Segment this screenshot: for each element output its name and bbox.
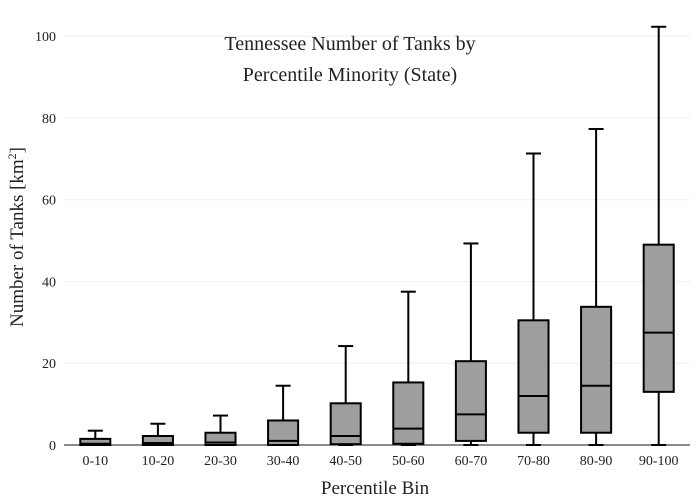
x-tick-label: 50-60 — [392, 454, 425, 469]
box-70-80 — [517, 152, 550, 446]
box-body — [329, 402, 362, 446]
box-10-20 — [141, 422, 174, 447]
x-tick-label: 0-10 — [82, 454, 108, 469]
y-axis-title-main: Number of Tanks [km — [7, 159, 28, 327]
box-80-90 — [580, 127, 613, 446]
x-tick-label: 30-40 — [267, 454, 300, 469]
box-20-30 — [204, 414, 237, 446]
box-90-100 — [642, 25, 675, 446]
y-axis-title: Number of Tanks [km2] — [5, 147, 28, 327]
y-tick-label: 80 — [42, 112, 56, 127]
y-axis-title-superscript: 2 — [5, 153, 19, 159]
box-30-40 — [267, 384, 300, 446]
box-body — [454, 360, 487, 442]
x-tick-label: 90-100 — [639, 454, 679, 469]
x-axis-title: Percentile Bin — [321, 478, 430, 499]
box-body — [79, 437, 112, 446]
box-40-50 — [329, 345, 362, 446]
y-tick-label: 60 — [42, 194, 56, 209]
x-tick-label: 80-90 — [580, 454, 613, 469]
box-60-70 — [454, 242, 487, 446]
x-tick-label: 20-30 — [204, 454, 237, 469]
x-tick-label: 10-20 — [142, 454, 175, 469]
y-axis-title-end: ] — [7, 147, 28, 153]
x-tick-label: 70-80 — [517, 454, 550, 469]
y-tick-label: 20 — [42, 357, 56, 372]
box-0-10 — [79, 429, 112, 446]
box-body — [517, 319, 550, 434]
box-body — [642, 243, 675, 393]
box-layer — [79, 25, 675, 447]
y-tick-label: 100 — [35, 30, 56, 45]
y-tick-label: 40 — [42, 275, 56, 290]
x-tick-label: 40-50 — [329, 454, 362, 469]
box-body — [392, 381, 425, 445]
x-tick-label: 60-70 — [455, 454, 488, 469]
chart-title-line-2: Percentile Minority (State) — [243, 64, 457, 86]
chart-title-line-1: Tennessee Number of Tanks by — [224, 33, 475, 55]
box-body — [141, 435, 174, 447]
y-tick-label: 0 — [49, 439, 56, 454]
box-body — [580, 305, 613, 434]
box-50-60 — [392, 290, 425, 446]
